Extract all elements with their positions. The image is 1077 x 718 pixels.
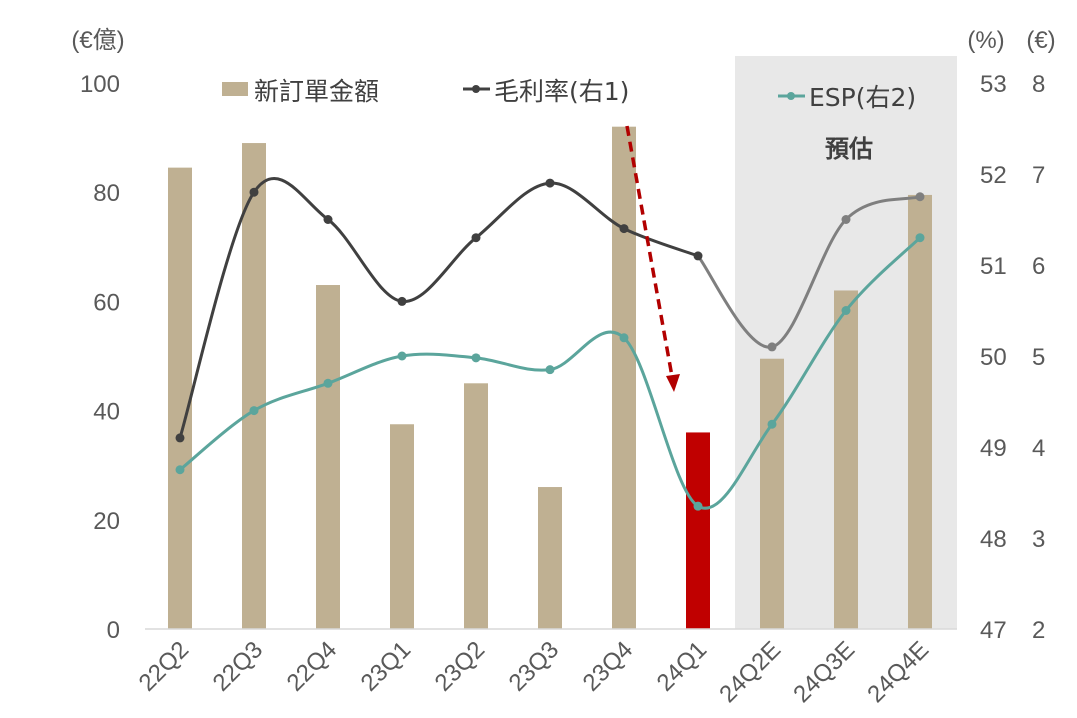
legend: 新訂單金額 毛利率(右1) ESP(右2) — [222, 77, 916, 112]
left-tick-60: 60 — [93, 289, 120, 316]
legend-margin-marker — [472, 85, 480, 93]
x-tick-22Q3: 22Q3 — [208, 636, 269, 697]
right2-tick-4: 4 — [1032, 435, 1045, 462]
right1-tick-49: 49 — [980, 435, 1007, 462]
esp-point-23Q4 — [619, 333, 629, 343]
bar-24Q1 — [686, 432, 710, 629]
right2-tick-8: 8 — [1032, 71, 1045, 98]
x-axis: 22Q2 22Q3 22Q4 23Q1 23Q2 23Q3 23Q4 24Q1 24Q2E 24Q… — [134, 636, 935, 708]
margin-line-forecast — [696, 195, 921, 349]
esp-point-23Q2 — [471, 353, 481, 363]
margin-point-24Q1 — [693, 251, 703, 261]
right2-tick-3: 3 — [1032, 526, 1045, 553]
line-layer — [175, 177, 925, 511]
forecast-label: 預估 — [825, 135, 873, 163]
legend-margin-label: 毛利率(右1) — [494, 77, 629, 106]
margin-point-23Q4 — [619, 224, 629, 234]
decline-arrow-head — [666, 374, 680, 392]
esp-point-22Q4 — [323, 378, 333, 388]
margin-point-23Q3 — [545, 178, 555, 188]
margin-point-22Q3 — [249, 187, 259, 197]
margin-point-24Q2E — [767, 342, 777, 352]
margin-point-24Q4E — [915, 192, 925, 202]
esp-point-22Q2 — [175, 465, 185, 475]
x-tick-23Q2: 23Q2 — [430, 636, 491, 697]
left-tick-80: 80 — [93, 180, 120, 207]
x-tick-24Q4E: 24Q4E — [862, 636, 934, 708]
left-tick-0: 0 — [107, 617, 120, 644]
right-axis-2: 2 3 4 5 6 7 8 — [1032, 71, 1045, 644]
right-axis-1: 47 48 49 50 51 52 53 — [980, 71, 1007, 644]
bar-24Q4E — [908, 194, 932, 629]
right1-tick-48: 48 — [980, 526, 1007, 553]
esp-point-24Q3E — [841, 306, 851, 315]
esp-point-24Q4E — [915, 233, 925, 243]
x-tick-22Q2: 22Q2 — [134, 636, 195, 697]
right1-tick-47: 47 — [980, 617, 1007, 644]
left-tick-20: 20 — [93, 508, 120, 535]
margin-point-23Q2 — [471, 233, 481, 243]
bar-23Q2 — [464, 383, 488, 629]
x-tick-24Q3E: 24Q3E — [788, 636, 860, 708]
bar-24Q2E — [760, 358, 784, 629]
right1-tick-50: 50 — [980, 344, 1007, 371]
margin-point-23Q1 — [397, 296, 407, 306]
right2-tick-7: 7 — [1032, 162, 1045, 189]
bar-23Q4 — [612, 126, 636, 630]
right1-tick-52: 52 — [980, 162, 1007, 189]
margin-point-22Q2 — [175, 433, 185, 443]
x-tick-24Q2E: 24Q2E — [714, 636, 786, 708]
esp-point-23Q3 — [545, 365, 555, 375]
legend-bar-label: 新訂單金額 — [254, 77, 379, 106]
right2-tick-5: 5 — [1032, 344, 1045, 371]
right-axis-1-unit: (%) — [967, 27, 1004, 54]
left-tick-40: 40 — [93, 399, 120, 426]
margin-point-22Q4 — [323, 215, 333, 224]
left-axis-unit: (€億) — [71, 27, 124, 54]
esp-point-24Q2E — [767, 419, 777, 429]
bar-24Q3E — [834, 290, 858, 629]
bar-23Q3 — [538, 487, 562, 629]
decline-arrow-shaft — [625, 125, 675, 383]
esp-line — [179, 236, 922, 510]
left-axis: 0 20 40 60 80 100 — [80, 71, 120, 644]
left-tick-100: 100 — [80, 71, 120, 98]
legend-esp-marker — [787, 92, 795, 100]
margin-point-24Q3E — [841, 215, 851, 224]
right1-tick-53: 53 — [980, 71, 1007, 98]
legend-bar-swatch — [222, 82, 248, 96]
bar-22Q4 — [316, 285, 340, 629]
bar-23Q1 — [390, 424, 414, 629]
decline-arrow — [625, 125, 680, 392]
esp-point-24Q1 — [693, 501, 703, 511]
x-tick-23Q3: 23Q3 — [504, 636, 565, 697]
right-axis-2-unit: (€) — [1026, 27, 1055, 54]
x-tick-23Q1: 23Q1 — [356, 636, 417, 697]
x-tick-24Q1: 24Q1 — [652, 636, 713, 697]
right1-tick-51: 51 — [980, 253, 1007, 280]
bar-22Q3 — [242, 143, 266, 629]
x-tick-23Q4: 23Q4 — [578, 636, 639, 697]
x-tick-22Q4: 22Q4 — [282, 636, 343, 697]
right2-tick-6: 6 — [1032, 253, 1045, 280]
right2-tick-2: 2 — [1032, 617, 1045, 644]
esp-point-23Q1 — [397, 351, 407, 361]
bar-22Q2 — [168, 167, 192, 629]
bar-layer — [168, 126, 932, 630]
esp-point-22Q3 — [249, 406, 259, 416]
legend-esp-label: ESP(右2) — [809, 83, 916, 112]
